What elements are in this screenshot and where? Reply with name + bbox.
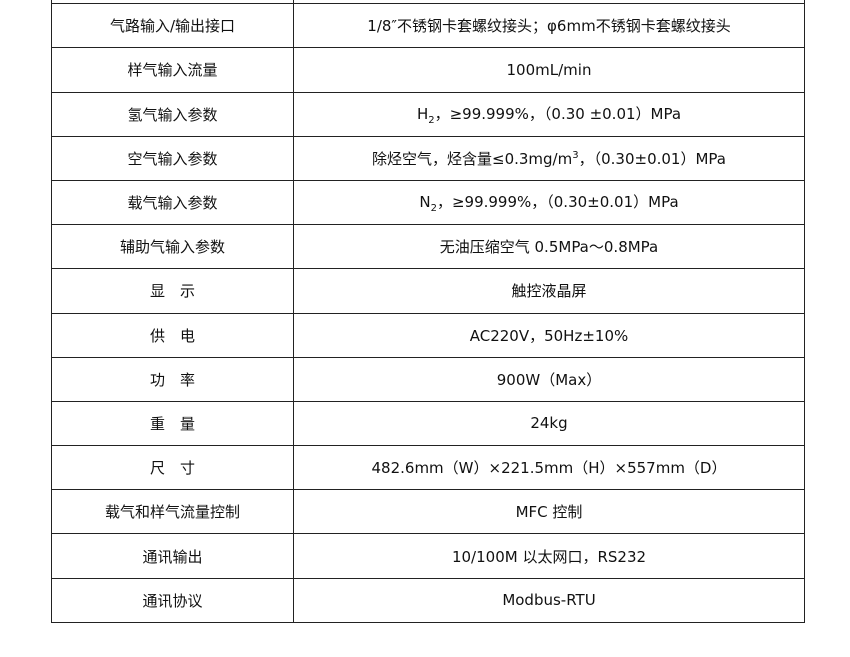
- table-row: 重 量 24kg: [51, 400, 805, 447]
- spec-value: N2，≥99.999%，（0.30±0.01）MPa: [293, 179, 805, 226]
- spec-label: 空气输入参数: [51, 135, 294, 181]
- spec-value: 24kg: [293, 400, 805, 447]
- value-script: 2: [430, 203, 437, 215]
- spec-value: 482.6mm（W）×221.5mm（H）×557mm（D）: [293, 445, 805, 491]
- spec-value: Modbus-RTU: [293, 577, 805, 623]
- table-row: 辅助气输入参数 无油压缩空气 0.5MPa～0.8MPa: [51, 224, 805, 270]
- value-text: ，≥99.999%，（0.30 ±0.01）MPa: [434, 104, 682, 123]
- table-row: 显 示触控液晶屏: [51, 268, 805, 314]
- spec-label: 气路输入/输出接口: [51, 3, 294, 49]
- table-row: 供 电 AC220V，50Hz±10%: [51, 312, 805, 358]
- value-text: H: [416, 104, 429, 123]
- table-row: 载气和样气流量控制 MFC 控制: [51, 489, 805, 535]
- table-row: 氢气输入参数 H2，≥99.999%，（0.30 ±0.01）MPa: [51, 91, 805, 137]
- table-row: 样气输入流量 100mL/min: [51, 47, 805, 93]
- table-row: 空气输入参数 除烃空气，烃含量≤0.3mg/m3，（0.30±0.01）MPa: [51, 135, 805, 181]
- table-row: 通讯输出 10/100M 以太网口，RS232: [51, 533, 805, 579]
- value-text: ，≥99.999%，（0.30±0.01）MPa: [436, 193, 679, 212]
- spec-label: 重 量: [51, 400, 294, 447]
- spec-value: 无油压缩空气 0.5MPa～0.8MPa: [293, 224, 805, 270]
- spec-value: AC220V，50Hz±10%: [293, 312, 805, 358]
- spec-label: 辅助气输入参数: [51, 224, 294, 270]
- spec-label: 载气输入参数: [51, 179, 294, 226]
- spec-label: 通讯输出: [51, 533, 294, 579]
- table-row: 尺 寸 482.6mm（W）×221.5mm（H）×557mm（D）: [51, 445, 805, 491]
- spec-value: H2，≥99.999%，（0.30 ±0.01）MPa: [293, 91, 805, 137]
- value-script: 3: [572, 149, 579, 161]
- spec-label: 载气和样气流量控制: [51, 489, 294, 535]
- spec-label: 显 示: [51, 268, 294, 314]
- spec-table: 气路输入/输出接口 1/8″不锈钢卡套螺纹接头；φ6mm不锈钢卡套螺纹接头 样气输入…: [51, 0, 805, 623]
- value-text: N: [419, 193, 431, 212]
- spec-label: 功 率: [51, 356, 294, 402]
- spec-label: 供 电: [51, 312, 294, 358]
- spec-value: MFC 控制: [293, 489, 805, 535]
- table-row: 功 率 900W（Max）: [51, 356, 805, 402]
- value-script: 2: [428, 114, 435, 126]
- spec-value: 除烃空气，烃含量≤0.3mg/m3，（0.30±0.01）MPa: [293, 135, 805, 181]
- spec-value: 100mL/min: [293, 47, 805, 93]
- spec-value: 900W（Max）: [293, 356, 805, 402]
- value-text: ，（0.30±0.01）MPa: [578, 149, 726, 168]
- table-row: 通讯协议 Modbus-RTU: [51, 577, 805, 623]
- spec-label: 氢气输入参数: [51, 91, 294, 137]
- table-row: 载气输入参数 N2，≥99.999%，（0.30±0.01）MPa: [51, 179, 805, 226]
- spec-label: 样气输入流量: [51, 47, 294, 93]
- table-row: 气路输入/输出接口 1/8″不锈钢卡套螺纹接头；φ6mm不锈钢卡套螺纹接头: [51, 3, 805, 49]
- value-text: 除烃空气，烃含量≤0.3mg/m: [372, 149, 573, 168]
- spec-value: 触控液晶屏: [293, 268, 805, 314]
- spec-value: 10/100M 以太网口，RS232: [293, 533, 805, 579]
- spec-label: 通讯协议: [51, 577, 294, 623]
- spec-value: 1/8″不锈钢卡套螺纹接头；φ6mm不锈钢卡套螺纹接头: [293, 3, 805, 49]
- spec-label: 尺 寸: [51, 445, 294, 491]
